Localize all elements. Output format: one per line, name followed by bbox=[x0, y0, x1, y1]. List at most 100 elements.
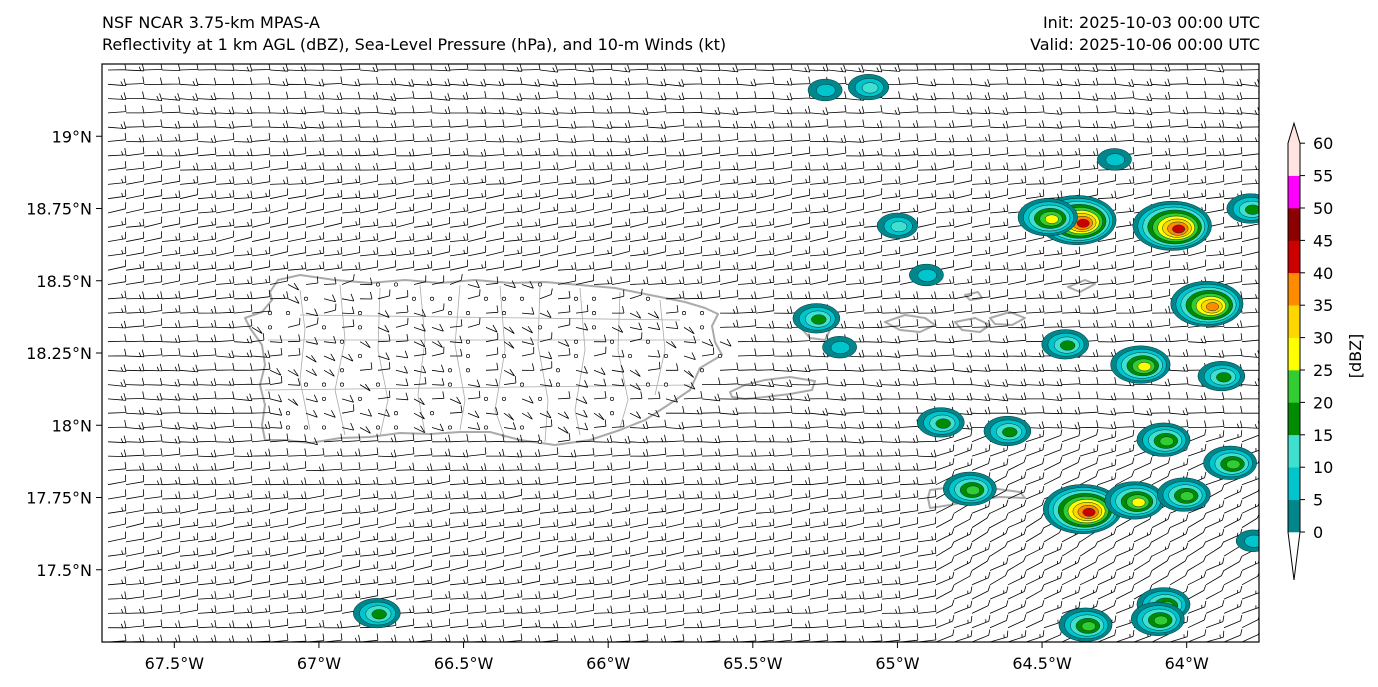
lat-tick-label: 17.75°N bbox=[26, 489, 92, 508]
calm-wind-marker bbox=[537, 396, 543, 401]
lon-tick-label: 67°W bbox=[297, 654, 341, 673]
calm-wind-marker bbox=[501, 296, 507, 301]
lat-tick-label: 19°N bbox=[52, 127, 92, 146]
echo-contour bbox=[1076, 218, 1090, 228]
echo-contour bbox=[935, 418, 951, 429]
echo-cell bbox=[876, 212, 918, 239]
colorbar-tick-label: 60 bbox=[1313, 134, 1333, 153]
calm-wind-marker bbox=[663, 353, 669, 359]
echo-contour bbox=[1059, 340, 1076, 351]
calm-wind-marker bbox=[321, 396, 327, 401]
echo-cell bbox=[847, 74, 890, 101]
model-title: NSF NCAR 3.75-km MPAS-A bbox=[102, 13, 320, 32]
colorbar-swatch bbox=[1288, 499, 1300, 533]
echo-cell bbox=[1226, 193, 1259, 224]
echo-contour bbox=[1172, 224, 1186, 234]
init-time: Init: 2025-10-03 00:00 UTC bbox=[1042, 13, 1260, 32]
echo-cell bbox=[1097, 148, 1132, 171]
colorbar-swatch bbox=[1288, 370, 1300, 403]
lon-tick-label: 65°W bbox=[875, 654, 919, 673]
echo-contour bbox=[1082, 507, 1096, 517]
calm-wind-marker bbox=[393, 425, 399, 430]
echo-cell bbox=[353, 598, 401, 629]
echo-contour bbox=[1002, 427, 1018, 438]
calm-wind-marker bbox=[645, 382, 651, 387]
echo-contour bbox=[1153, 615, 1169, 626]
echo-contour bbox=[1244, 534, 1259, 548]
calm-wind-marker bbox=[411, 296, 417, 301]
st-john-coastline bbox=[954, 317, 991, 333]
echo-contour bbox=[1131, 497, 1146, 508]
echo-cell bbox=[909, 263, 944, 287]
colorbar-under-extension bbox=[1288, 532, 1300, 580]
reflectivity-echoes bbox=[353, 74, 1259, 642]
lon-tick-label: 66°W bbox=[586, 654, 630, 673]
calm-wind-marker bbox=[465, 353, 471, 359]
lon-tick-label: 64°W bbox=[1165, 654, 1209, 673]
calm-wind-marker bbox=[555, 368, 561, 373]
calm-wind-marker bbox=[609, 396, 615, 401]
calm-wind-marker bbox=[339, 382, 345, 387]
echo-cell bbox=[1042, 484, 1123, 535]
calm-wind-marker bbox=[321, 425, 327, 430]
echo-contour bbox=[1105, 153, 1125, 167]
calm-wind-marker bbox=[699, 311, 705, 316]
echo-cell bbox=[1130, 601, 1185, 636]
echo-contour bbox=[1137, 361, 1152, 372]
colorbar-tick-label: 10 bbox=[1313, 458, 1333, 477]
colorbar-tick-label: 40 bbox=[1313, 264, 1333, 283]
echo-contour bbox=[890, 221, 908, 233]
colorbar-tick-label: 20 bbox=[1313, 393, 1333, 412]
calm-wind-marker bbox=[447, 425, 453, 430]
echo-cell bbox=[1110, 345, 1171, 384]
calm-wind-marker bbox=[645, 296, 651, 301]
colorbar-swatch bbox=[1288, 337, 1300, 371]
lat-tick-label: 17.5°N bbox=[36, 561, 92, 580]
echo-cell bbox=[1203, 445, 1257, 480]
calm-wind-marker bbox=[393, 282, 399, 287]
echo-cell bbox=[983, 415, 1032, 447]
colorbar-swatch bbox=[1288, 240, 1300, 274]
colorbar-tick-label: 5 bbox=[1313, 491, 1323, 510]
calm-wind-marker bbox=[339, 339, 345, 344]
calm-wind-marker bbox=[267, 311, 273, 316]
calm-wind-marker bbox=[303, 425, 309, 430]
colorbar-swatch bbox=[1288, 402, 1300, 436]
echo-contour bbox=[1205, 302, 1220, 312]
calm-wind-marker bbox=[519, 425, 525, 430]
calm-wind-marker bbox=[393, 411, 399, 416]
calm-wind-marker bbox=[519, 382, 525, 387]
calm-wind-marker bbox=[375, 425, 381, 430]
lon-tick-label: 67.5°W bbox=[145, 654, 205, 673]
echo-contour bbox=[811, 314, 827, 325]
colorbar-ticks bbox=[1300, 142, 1305, 533]
calm-wind-marker bbox=[465, 311, 471, 316]
echo-cell bbox=[917, 407, 965, 438]
echo-contour bbox=[1226, 459, 1241, 470]
calm-wind-marker bbox=[429, 296, 435, 301]
colorbar-tick-label: 50 bbox=[1313, 199, 1333, 218]
echo-cell bbox=[822, 336, 857, 359]
calm-wind-marker bbox=[357, 353, 363, 359]
calm-wind-marker bbox=[357, 311, 363, 316]
calm-wind-marker bbox=[645, 339, 651, 344]
colorbar-tick-label: 55 bbox=[1313, 167, 1333, 186]
calm-wind-marker bbox=[447, 311, 453, 316]
calm-wind-marker bbox=[267, 325, 273, 330]
calm-wind-marker bbox=[591, 296, 597, 301]
calm-wind-marker bbox=[699, 368, 705, 373]
echo-contour bbox=[861, 82, 879, 94]
calm-wind-marker bbox=[429, 411, 435, 416]
echo-cell bbox=[792, 303, 841, 334]
colorbar-tick-label: 0 bbox=[1313, 523, 1323, 542]
calm-wind-marker bbox=[321, 382, 327, 387]
calm-wind-marker bbox=[447, 382, 453, 387]
echo-contour bbox=[1245, 204, 1259, 215]
colorbar-tick-label: 25 bbox=[1313, 361, 1333, 380]
valid-time: Valid: 2025-10-06 00:00 UTC bbox=[1029, 35, 1260, 54]
echo-cell bbox=[1041, 329, 1089, 360]
calm-wind-marker bbox=[483, 425, 489, 430]
echo-cell bbox=[1197, 361, 1246, 392]
calm-wind-marker bbox=[501, 353, 507, 359]
echo-contour bbox=[965, 485, 981, 496]
